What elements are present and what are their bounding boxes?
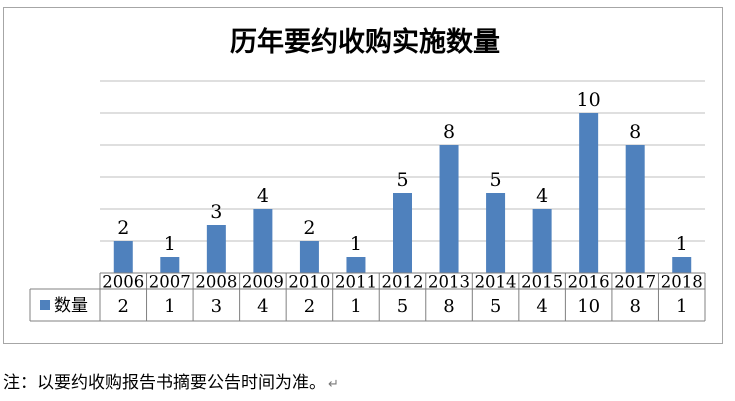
- chart-frame: [3, 7, 723, 344]
- chart-title: 历年要约收购实施数量: [230, 26, 500, 58]
- bar: [393, 193, 412, 273]
- data-label: 8: [443, 121, 455, 143]
- x-tick-label: 2013: [428, 273, 470, 292]
- table-value: 3: [211, 296, 222, 317]
- table-value: 10: [577, 296, 600, 317]
- data-label: 4: [257, 185, 269, 207]
- bar: [532, 209, 552, 273]
- table-value: 1: [350, 296, 361, 317]
- table-value: 5: [397, 296, 408, 317]
- data-label: 10: [577, 89, 601, 111]
- x-tick-label: 2018: [661, 273, 703, 292]
- bar: [346, 257, 366, 273]
- x-tick-label: 2016: [568, 273, 610, 292]
- data-label: 3: [210, 201, 222, 223]
- bar: [206, 225, 226, 273]
- data-label: 1: [350, 233, 362, 255]
- data-label: 1: [164, 233, 176, 255]
- bar: [579, 113, 599, 273]
- x-tick-label: 2006: [102, 273, 144, 292]
- footnote: 注：以要约收购报告书摘要公告时间为准。 ↵: [3, 368, 339, 393]
- footnote-text: 注：以要约收购报告书摘要公告时间为准。: [3, 373, 326, 393]
- bar: [486, 193, 506, 273]
- x-tick-label: 2011: [335, 273, 377, 292]
- bar: [253, 209, 273, 273]
- x-tick-label: 2009: [242, 273, 284, 292]
- x-tick-label: 2007: [149, 273, 191, 292]
- table-value: 4: [257, 296, 268, 317]
- bar: [160, 257, 180, 273]
- x-tick-label: 2014: [475, 273, 517, 292]
- data-label: 5: [490, 169, 502, 191]
- table-value: 2: [304, 296, 315, 317]
- x-tick-label: 2017: [614, 273, 656, 292]
- data-label: 8: [629, 121, 641, 143]
- table-value: 8: [443, 296, 454, 317]
- x-tick-label: 2015: [521, 273, 563, 292]
- data-label: 2: [303, 217, 315, 239]
- data-labels: 2 1 3 4 2 1 5 8 5 4 10 8 1: [117, 89, 688, 255]
- bar: [299, 241, 319, 273]
- table-value: 1: [676, 296, 687, 317]
- table-value: 2: [118, 296, 129, 317]
- data-label: 4: [536, 185, 548, 207]
- bars: [113, 113, 692, 273]
- table-value: 1: [164, 296, 175, 317]
- legend-key: [40, 300, 50, 310]
- data-label: 2: [117, 217, 129, 239]
- bar: [439, 145, 459, 273]
- data-label: 1: [676, 233, 688, 255]
- table-value: 8: [629, 296, 640, 317]
- x-tick-label: 2012: [382, 273, 424, 292]
- data-label: 5: [396, 169, 408, 191]
- x-tick-label: 2010: [288, 273, 330, 292]
- bar: [113, 241, 133, 273]
- bar: [625, 145, 645, 273]
- table-value: 5: [490, 296, 501, 317]
- return-mark-icon: ↵: [328, 377, 339, 392]
- data-table: 2006 2 2007 1 2008 3 2009 4 2010 2 2011 1 2012 5 2013 8…: [29, 272, 706, 322]
- legend-label: 数量: [54, 296, 88, 316]
- bar: [672, 257, 692, 273]
- table-value: 4: [536, 296, 547, 317]
- x-tick-label: 2008: [195, 273, 237, 292]
